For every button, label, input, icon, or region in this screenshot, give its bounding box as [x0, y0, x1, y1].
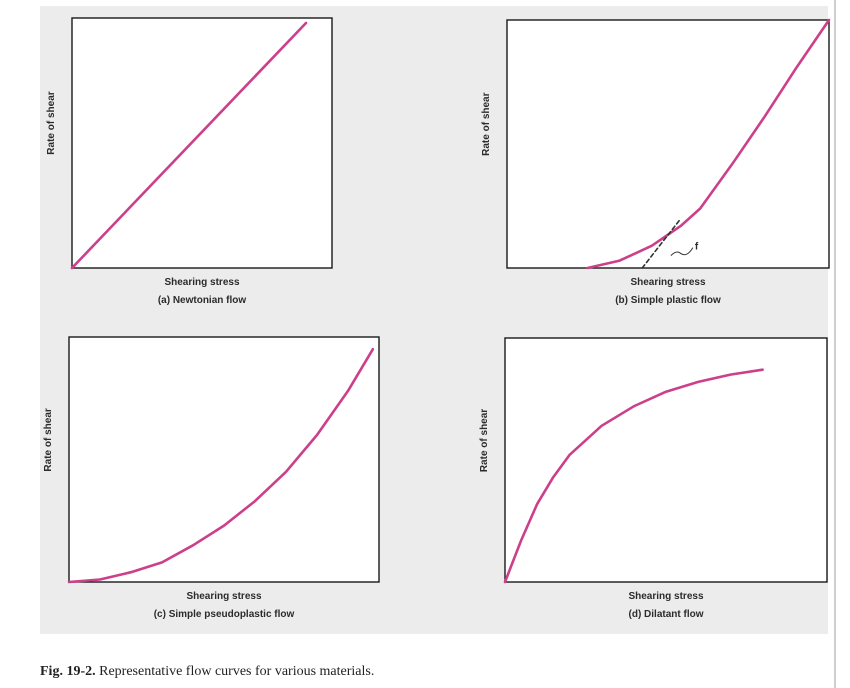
x-axis-label-dilatant: Shearing stress: [628, 591, 703, 602]
panel-caption-newtonian: (a) Newtonian flow: [158, 295, 247, 306]
plot-frame-dilatant: [504, 337, 828, 583]
x-axis-label-newtonian: Shearing stress: [164, 277, 239, 288]
plot-frame-plastic: [506, 19, 830, 269]
y-axis-label-dilatant: Rate of shear: [479, 409, 490, 472]
x-axis-label-plastic: Shearing stress: [630, 277, 705, 288]
annotation-leader: [670, 247, 694, 256]
y-axis-label-newtonian: Rate of shear: [46, 91, 57, 154]
figure-number: Fig. 19-2.: [40, 664, 96, 679]
panel-caption-dilatant: (d) Dilatant flow: [629, 609, 704, 620]
page-edge-rule: [834, 0, 836, 688]
flow-curve-newtonian: [70, 21, 308, 270]
figure-caption-text: Representative flow curves for various m…: [99, 664, 375, 679]
flow-curve-plastic: [586, 18, 831, 270]
annotation-label: f: [695, 242, 699, 253]
chart-dilatant: Shearing stress (d) Dilatant flow Rate of …: [479, 337, 828, 620]
chart-pseudoplastic: Shearing stress (c) Simple pseudoplastic …: [43, 336, 380, 620]
flow-curve-pseudoplastic: [67, 348, 375, 584]
x-axis-label-pseudoplastic: Shearing stress: [186, 591, 261, 602]
panel-caption-plastic: (b) Simple plastic flow: [615, 295, 721, 306]
plot-frame-pseudoplastic: [68, 336, 380, 583]
figure-caption: Fig. 19-2. Representative flow curves fo…: [40, 664, 374, 680]
y-axis-label-pseudoplastic: Rate of shear: [43, 408, 54, 471]
plot-frame-newtonian: [71, 17, 333, 269]
panel-caption-pseudoplastic: (c) Simple pseudoplastic flow: [154, 609, 295, 620]
chart-plastic: f Shearing stress (b) Simple plastic flow R…: [481, 18, 831, 306]
extrapolated-line-plastic: [641, 217, 682, 269]
flow-curve-dilatant: [503, 368, 764, 584]
y-axis-label-plastic: Rate of shear: [481, 92, 492, 155]
chart-newtonian: Shearing stress (a) Newtonian flow Rate of…: [46, 17, 333, 306]
